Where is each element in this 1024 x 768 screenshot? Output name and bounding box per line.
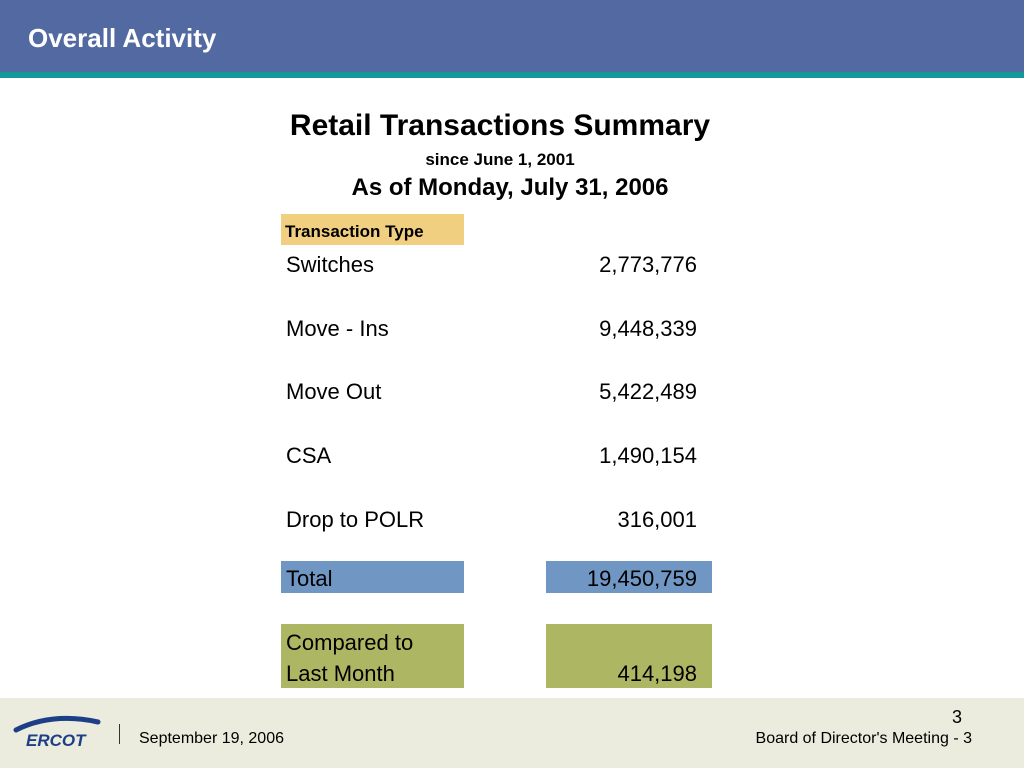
compared-value: 414,198 [617,661,697,686]
slide-header: Overall Activity [0,0,1024,72]
report-as-of-date: As of Monday, July 31, 2006 [351,174,669,201]
report-title: Retail Transactions Summary [289,109,711,142]
row-value-move-out: 5,422,489 [599,379,697,404]
ercot-logo: ERCOT [13,715,101,750]
total-label: Total [286,566,333,591]
compared-label-cell [281,624,464,688]
row-label-drop-to-polr: Drop to POLR [286,507,425,532]
total-label-cell [281,561,464,593]
page-number: 3 [951,707,962,727]
footer-date: September 19, 2006 [139,730,284,747]
compared-label-line-2: Last Month [286,661,395,686]
report-since-date: since June 1, 2001 [425,150,575,169]
slide-footer: ERCOT September 19, 2006 3 Board of Dire… [0,698,1024,768]
footer-meeting-label: Board of Director's Meeting - 3 [755,730,972,747]
footer-divider [119,724,120,744]
transaction-type-header: Transaction Type [281,214,464,245]
compared-label: Compared to Last Month [286,627,464,689]
slide-title: Overall Activity [28,23,217,53]
row-value-drop-to-polr: 316,001 [617,507,697,532]
header-stripe [0,72,1024,78]
row-value-move-ins: 9,448,339 [599,316,697,341]
compared-label-line-1: Compared to [286,630,414,655]
row-label-csa: CSA [286,443,332,468]
row-label-move-ins: Move - Ins [286,316,389,341]
row-value-csa: 1,490,154 [599,443,697,468]
compared-value-cell [546,624,712,688]
row-label-move-out: Move Out [286,379,382,404]
row-value-switches: 2,773,776 [599,252,697,277]
total-value: 19,450,759 [586,566,697,591]
total-value-cell [546,561,712,593]
row-label-switches: Switches [286,252,375,277]
ercot-logo-text: ERCOT [26,731,87,750]
